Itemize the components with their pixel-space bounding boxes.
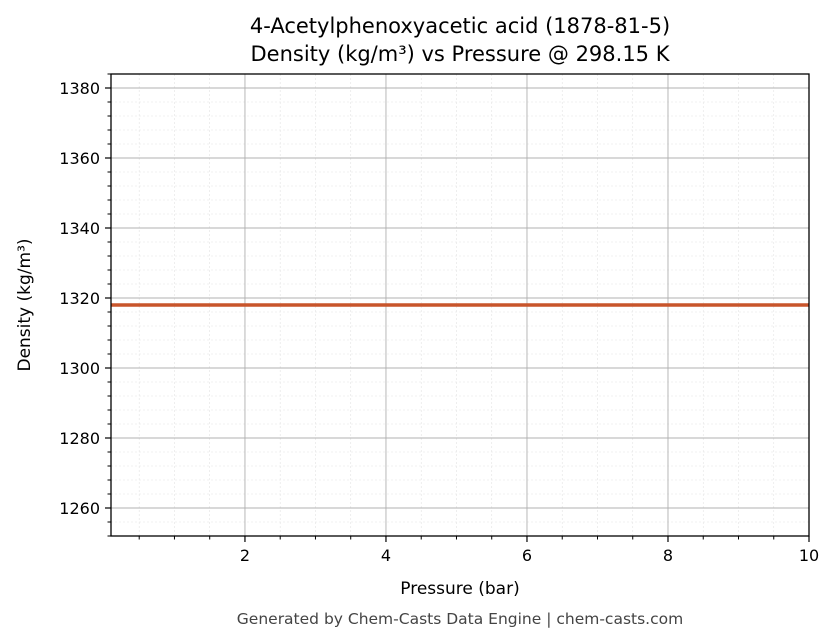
axis-ticks <box>105 73 810 542</box>
x-tick-label: 8 <box>663 546 673 565</box>
y-tick-label: 1300 <box>59 359 100 378</box>
y-tick-label: 1280 <box>59 429 100 448</box>
tick-labels: 2 4 6 8 10 1260 1280 1300 1320 1340 1360 1380 <box>59 79 819 565</box>
x-tick-label: 6 <box>522 546 532 565</box>
x-axis-label: Pressure (bar) <box>400 579 519 599</box>
plot-frame <box>110 73 810 537</box>
y-tick-label: 1260 <box>59 499 100 518</box>
footer-credit: Generated by Chem-Casts Data Engine | ch… <box>237 610 683 628</box>
x-tick-label: 4 <box>381 546 391 565</box>
y-tick-label: 1320 <box>59 289 100 308</box>
x-tick-label: 2 <box>240 546 250 565</box>
y-tick-label: 1340 <box>59 219 100 238</box>
chart-title: 4-Acetylphenoxyacetic acid (1878-81-5) <box>250 14 670 38</box>
minor-grid <box>111 73 809 537</box>
y-axis-label: Density (kg/m³) <box>15 238 35 371</box>
y-tick-label: 1380 <box>59 79 100 98</box>
chart-subtitle: Density (kg/m³) vs Pressure @ 298.15 K <box>250 42 670 66</box>
x-tick-label: 10 <box>799 546 819 565</box>
y-tick-label: 1360 <box>59 149 100 168</box>
